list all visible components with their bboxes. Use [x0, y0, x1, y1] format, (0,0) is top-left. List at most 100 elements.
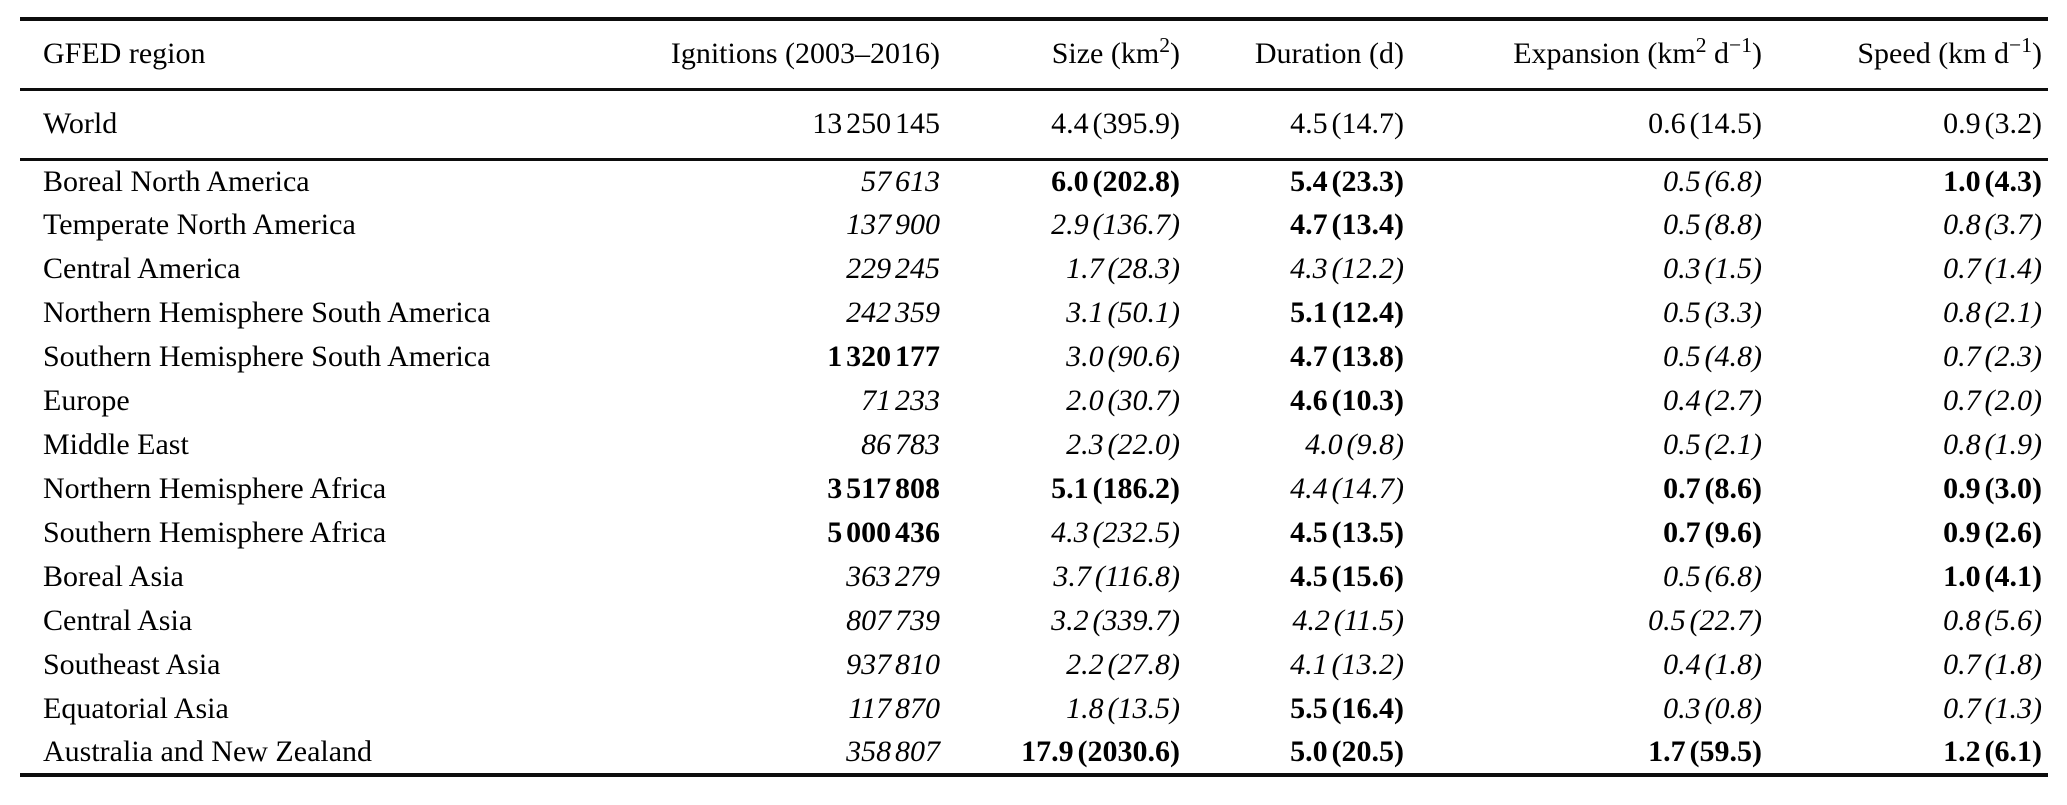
- region-cell: Boreal North America: [43, 164, 310, 198]
- speed-cell: 0.9 (3.2): [1943, 107, 2042, 140]
- region-cell: Australia and New Zealand: [43, 735, 373, 768]
- size-cell: 3.7 (116.8): [1053, 560, 1180, 593]
- ignitions-cell: 117 870: [848, 692, 940, 725]
- expansion-cell: 0.3 (0.8): [1663, 692, 1762, 725]
- region-cell: World: [43, 107, 118, 140]
- speed-cell: 0.7 (1.4): [1943, 252, 2042, 285]
- col-header-size: Size (km2): [1051, 33, 1180, 71]
- size-cell: 1.7 (28.3): [1066, 252, 1180, 285]
- ignitions-cell: 1 320 177: [827, 340, 940, 373]
- table-row: Southern Hemisphere Africa 5 000 436 4.3…: [20, 511, 2048, 555]
- ignitions-cell: 13 250 145: [812, 107, 940, 140]
- ignitions-cell: 137 900: [846, 208, 940, 241]
- duration-cell: 4.2 (11.5): [1292, 604, 1404, 637]
- duration-cell: 4.6 (10.3): [1290, 384, 1404, 417]
- duration-cell: 4.1 (13.2): [1290, 648, 1404, 681]
- duration-cell: 4.5 (13.5): [1290, 516, 1404, 549]
- duration-cell: 4.3 (12.2): [1290, 252, 1404, 285]
- table-row: Northern Hemisphere South America 242 35…: [20, 291, 2048, 335]
- col-header-speed: Speed (km d−1): [1857, 33, 2042, 71]
- col-header-expansion: Expansion (km2 d−1): [1513, 33, 1762, 71]
- region-cell: Southern Hemisphere Africa: [43, 516, 387, 549]
- expansion-cell: 0.5 (22.7): [1648, 604, 1762, 637]
- ignitions-cell: 57 613: [861, 164, 940, 198]
- duration-cell: 5.1 (12.4): [1290, 296, 1404, 329]
- expansion-cell: 0.3 (1.5): [1663, 252, 1762, 285]
- table-row: Equatorial Asia 117 870 1.8 (13.5) 5.5 (…: [20, 687, 2048, 731]
- size-cell: 3.1 (50.1): [1066, 296, 1180, 329]
- header-row: GFED region Ignitions (2003–2016) Size (…: [20, 19, 2048, 89]
- speed-cell: 0.7 (2.0): [1943, 384, 2042, 417]
- region-cell: Equatorial Asia: [43, 692, 229, 725]
- region-cell: Central America: [43, 252, 241, 285]
- region-cell: Southern Hemisphere South America: [43, 340, 491, 373]
- speed-cell: 0.9 (3.0): [1943, 472, 2042, 505]
- expansion-cell: 0.5 (3.3): [1663, 296, 1762, 329]
- expansion-cell: 0.5 (2.1): [1663, 428, 1762, 461]
- duration-cell: 4.4 (14.7): [1290, 472, 1404, 505]
- table-row: Northern Hemisphere Africa 3 517 808 5.1…: [20, 467, 2048, 511]
- world-summary-row: World 13 250 145 4.4 (395.9) 4.5 (14.7) …: [20, 89, 2048, 159]
- duration-cell: 5.4 (23.3): [1290, 164, 1404, 198]
- size-cell: 6.0 (202.8): [1051, 164, 1180, 198]
- speed-cell: 1.0 (4.3): [1943, 164, 2042, 198]
- speed-cell: 0.8 (2.1): [1943, 296, 2042, 329]
- size-cell: 3.0 (90.6): [1066, 340, 1180, 373]
- table-row: Southern Hemisphere South America 1 320 …: [20, 335, 2048, 379]
- speed-cell: 0.9 (2.6): [1943, 516, 2042, 549]
- speed-cell: 0.7 (1.3): [1943, 692, 2042, 725]
- table-row: Southeast Asia 937 810 2.2 (27.8) 4.1 (1…: [20, 643, 2048, 687]
- size-cell: 3.2 (339.7): [1051, 604, 1180, 637]
- col-header-duration: Duration (d): [1254, 37, 1404, 71]
- region-cell: Middle East: [43, 428, 189, 461]
- speed-cell: 0.7 (1.8): [1943, 648, 2042, 681]
- table-row: Europe 71 233 2.0 (30.7) 4.6 (10.3) 0.4 …: [20, 379, 2048, 423]
- speed-cell: 1.2 (6.1): [1943, 735, 2042, 768]
- size-cell: 2.0 (30.7): [1066, 384, 1180, 417]
- ignitions-cell: 3 517 808: [827, 472, 940, 505]
- ignitions-cell: 71 233: [861, 384, 940, 417]
- table-header: GFED region Ignitions (2003–2016) Size (…: [20, 19, 2048, 89]
- size-cell: 4.3 (232.5): [1051, 516, 1180, 549]
- size-cell: 5.1 (186.2): [1051, 472, 1180, 505]
- gfed-region-stats-table: GFED region Ignitions (2003–2016) Size (…: [20, 17, 2048, 777]
- expansion-cell: 0.4 (1.8): [1663, 648, 1762, 681]
- table-row: Boreal North America 57 613 6.0 (202.8) …: [20, 159, 2048, 203]
- region-cell: Northern Hemisphere South America: [43, 296, 491, 329]
- speed-cell: 0.8 (3.7): [1943, 208, 2042, 241]
- ignitions-cell: 5 000 436: [827, 516, 940, 549]
- expansion-cell: 0.7 (8.6): [1663, 472, 1762, 505]
- expansion-cell: 0.4 (2.7): [1663, 384, 1762, 417]
- expansion-cell: 0.5 (4.8): [1663, 340, 1762, 373]
- speed-cell: 0.8 (1.9): [1943, 428, 2042, 461]
- table-row: Australia and New Zealand 358 807 17.9 (…: [20, 731, 2048, 775]
- col-header-ignitions: Ignitions (2003–2016): [670, 37, 940, 71]
- ignitions-cell: 807 739: [846, 604, 940, 637]
- speed-cell: 1.0 (4.1): [1943, 560, 2042, 593]
- ignitions-cell: 242 359: [846, 296, 940, 329]
- ignitions-cell: 937 810: [846, 648, 940, 681]
- expansion-cell: 1.7 (59.5): [1648, 735, 1762, 768]
- region-cell: Boreal Asia: [43, 560, 184, 593]
- size-cell: 2.9 (136.7): [1051, 208, 1180, 241]
- expansion-cell: 0.5 (8.8): [1663, 208, 1762, 241]
- ignitions-cell: 358 807: [846, 735, 940, 768]
- size-cell: 1.8 (13.5): [1066, 692, 1180, 725]
- duration-cell: 5.5 (16.4): [1290, 692, 1404, 725]
- size-cell: 2.3 (22.0): [1066, 428, 1180, 461]
- region-cell: Central Asia: [43, 604, 193, 637]
- duration-cell: 4.7 (13.4): [1290, 208, 1404, 241]
- speed-cell: 0.7 (2.3): [1943, 340, 2042, 373]
- region-cell: Northern Hemisphere Africa: [43, 472, 387, 505]
- table-row: Central America 229 245 1.7 (28.3) 4.3 (…: [20, 247, 2048, 291]
- expansion-cell: 0.5 (6.8): [1663, 560, 1762, 593]
- paper-page: GFED region Ignitions (2003–2016) Size (…: [20, 17, 2048, 777]
- size-cell: 17.9 (2030.6): [1021, 735, 1180, 768]
- region-cell: Temperate North America: [43, 208, 356, 241]
- size-cell: 2.2 (27.8): [1066, 648, 1180, 681]
- expansion-cell: 0.7 (9.6): [1663, 516, 1762, 549]
- table-row: Temperate North America 137 900 2.9 (136…: [20, 203, 2048, 247]
- ignitions-cell: 229 245: [846, 252, 940, 285]
- duration-cell: 4.5 (15.6): [1290, 560, 1404, 593]
- size-cell: 4.4 (395.9): [1051, 107, 1180, 140]
